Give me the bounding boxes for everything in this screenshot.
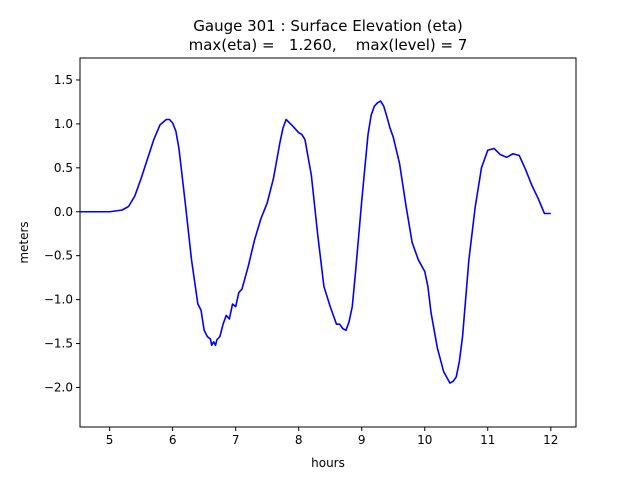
x-tick-label: 8: [295, 433, 303, 447]
x-tick-label: 6: [169, 433, 177, 447]
x-tick-label: 10: [417, 433, 432, 447]
x-tick-label: 12: [543, 433, 558, 447]
y-tick-label: −0.5: [44, 249, 73, 263]
y-tick-label: 0.5: [54, 161, 73, 175]
x-tick-label: 9: [358, 433, 366, 447]
eta-series-line: [80, 100, 551, 384]
x-tick-label: 7: [232, 433, 240, 447]
plot-frame: [79, 57, 577, 428]
y-axis-label: meters: [17, 221, 31, 263]
y-tick-label: 1.5: [54, 73, 73, 87]
y-tick-label: −1.0: [44, 293, 73, 307]
y-tick-label: 0.0: [54, 205, 73, 219]
y-tick-label: −2.0: [44, 380, 73, 394]
chart-title-line2: max(eta) = 1.260, max(level) = 7: [189, 36, 468, 54]
y-axis-ticks: 1.5 1.0 0.5 0.0 −0.5 −1.0 −1.5 −2.0: [44, 73, 80, 394]
chart-title-line1: Gauge 301 : Surface Elevation (eta): [193, 17, 462, 35]
y-tick-label: 1.0: [54, 117, 73, 131]
x-tick-label: 5: [106, 433, 114, 447]
x-axis-label: hours: [311, 456, 345, 470]
y-tick-label: −1.5: [44, 337, 73, 351]
x-axis-ticks: 5 6 7 8 9 10 11 12: [106, 427, 558, 447]
x-tick-label: 11: [480, 433, 495, 447]
